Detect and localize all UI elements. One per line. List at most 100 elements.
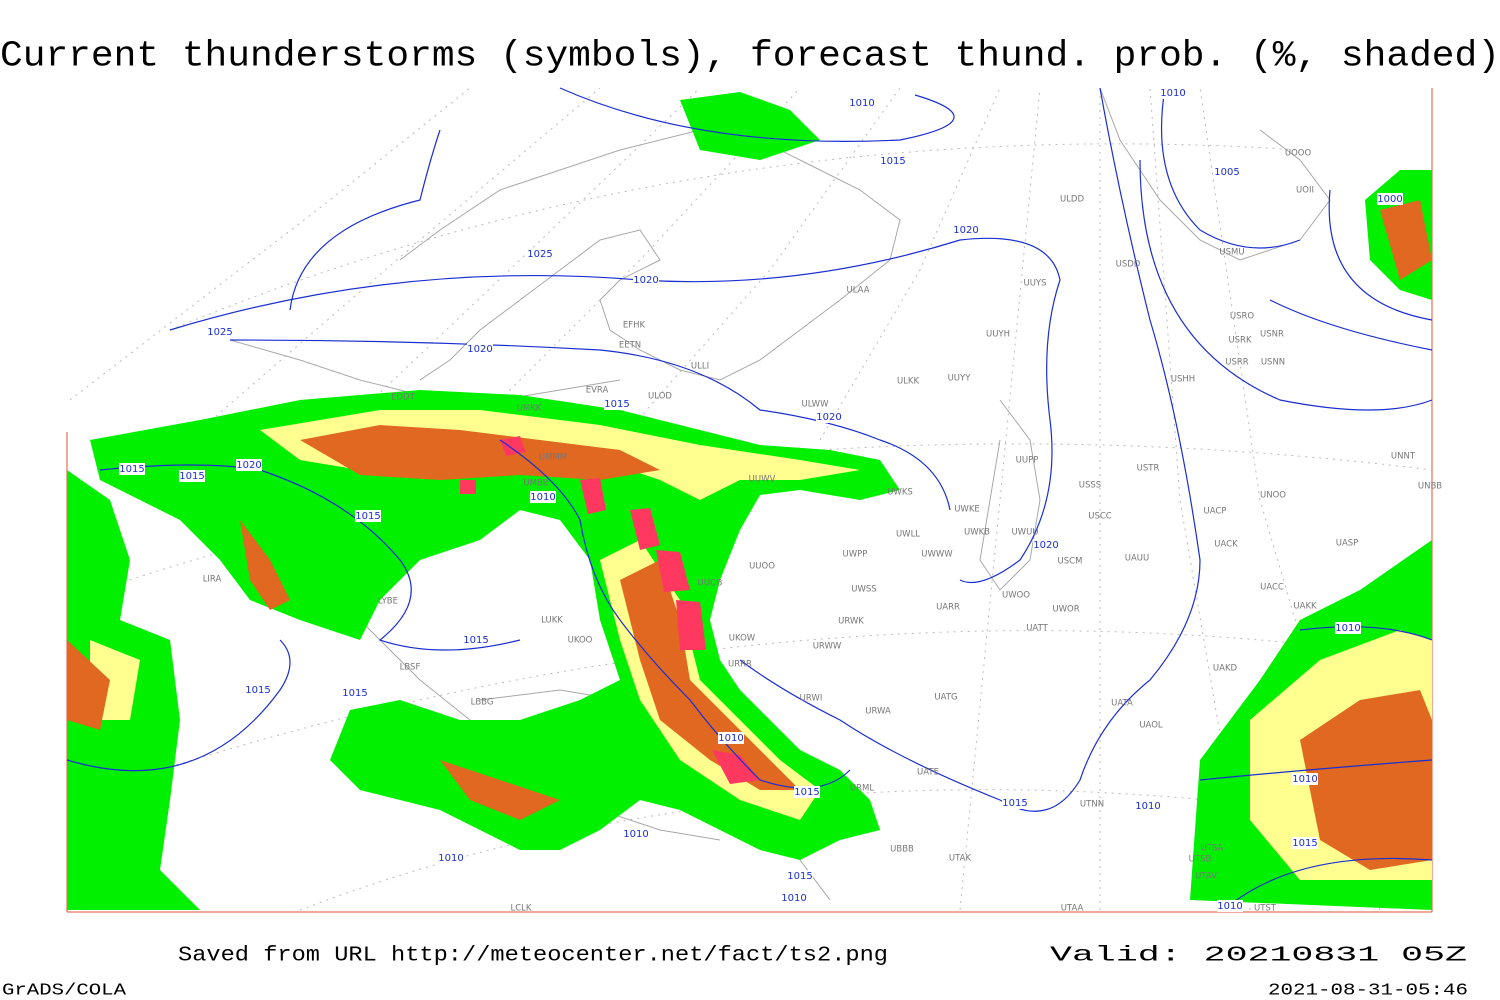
station-label: URWA bbox=[865, 707, 891, 717]
isobar-label: 1020 bbox=[633, 275, 658, 286]
valid-time: Valid: 20210831 05Z bbox=[1050, 945, 1467, 968]
isobar-label-bg bbox=[1217, 900, 1243, 912]
isobar-label: 1015 bbox=[179, 471, 204, 482]
station-label: UOOO bbox=[1285, 149, 1312, 159]
station-label: UWKE bbox=[954, 505, 980, 515]
isobar-label: 1015 bbox=[604, 399, 629, 410]
station-label: LUKK bbox=[541, 616, 563, 626]
station-label: UAKD bbox=[1213, 664, 1238, 674]
isobar bbox=[739, 87, 1433, 906]
station-label: UACK bbox=[1214, 540, 1238, 550]
station-label: UAKK bbox=[1293, 602, 1317, 612]
station-label: UKOW bbox=[729, 634, 756, 644]
station-label: LIRA bbox=[203, 575, 222, 585]
software-credit: GrADS/COLA bbox=[2, 981, 127, 1000]
station-label: UUYH bbox=[986, 330, 1010, 340]
station-label: USRR bbox=[1225, 358, 1249, 368]
station-label: LBSF bbox=[400, 663, 421, 673]
station-label: UWOO bbox=[1002, 591, 1030, 601]
station-label: ULDD bbox=[1060, 195, 1085, 205]
station-label: USCC bbox=[1088, 512, 1112, 522]
station-label: UWUU bbox=[1011, 528, 1038, 538]
station-label: ULOD bbox=[648, 392, 672, 402]
station-label: UWOR bbox=[1052, 605, 1079, 615]
isobar-label-bg bbox=[1033, 539, 1059, 551]
station-label: USCM bbox=[1058, 557, 1083, 567]
isobar-label-bg bbox=[527, 248, 553, 260]
title: Current thunderstorms (symbols), forecas… bbox=[0, 36, 1500, 77]
isobar-label: 1010 bbox=[623, 829, 648, 840]
isobar-label-bg bbox=[1335, 622, 1361, 634]
isobar-label: 1020 bbox=[467, 344, 492, 355]
station-label: ULKK bbox=[897, 377, 920, 387]
station-label: USRO bbox=[1230, 312, 1255, 322]
isobar-label: 1020 bbox=[1033, 540, 1058, 551]
isobar-label: 1015 bbox=[794, 787, 819, 798]
isobar-label-bg bbox=[467, 343, 493, 355]
isobar-label: 1010 bbox=[1217, 901, 1242, 912]
isobar-label: 1010 bbox=[438, 853, 463, 864]
station-label: UWWW bbox=[921, 550, 953, 560]
isobar bbox=[169, 87, 1433, 584]
isobar-label-bg bbox=[236, 459, 262, 471]
station-label: UTSA bbox=[1201, 844, 1224, 854]
isobar-label-bg bbox=[179, 470, 205, 482]
isobar-label: 1010 bbox=[781, 893, 806, 904]
station-label: USMU bbox=[1219, 248, 1244, 258]
isobar-label: 1010 bbox=[849, 98, 874, 109]
isobar-label-bg bbox=[633, 274, 659, 286]
isobar-label-bg bbox=[849, 97, 875, 109]
station-label: UTAA bbox=[1061, 904, 1084, 914]
station-label: USNN bbox=[1261, 358, 1285, 368]
station-label: URWW bbox=[813, 642, 842, 652]
station-label: UBBB bbox=[890, 845, 914, 855]
isobar-label-bg bbox=[245, 684, 271, 696]
station-label: EDDT bbox=[391, 393, 415, 403]
isobar-label: 1020 bbox=[236, 460, 261, 471]
isobar-label: 1020 bbox=[816, 412, 841, 423]
isobar-label: 1015 bbox=[342, 688, 367, 699]
station-label: UAUU bbox=[1125, 554, 1149, 564]
station-label: UNNT bbox=[1391, 452, 1416, 462]
isobar-label-bg bbox=[794, 786, 820, 798]
station-label: UASP bbox=[1336, 539, 1359, 549]
station-label: EVRA bbox=[586, 386, 609, 396]
isobar-label-bg bbox=[119, 463, 145, 475]
station-label: UWKB bbox=[964, 528, 990, 538]
isobar-label-bg bbox=[623, 828, 649, 840]
station-label: LYBE bbox=[378, 597, 398, 607]
station-label: UOII bbox=[1296, 186, 1314, 196]
isobar-label-bg bbox=[787, 870, 813, 882]
isobar-label: 1010 bbox=[1292, 774, 1317, 785]
isobar-label-bg bbox=[530, 491, 556, 503]
isobar-label: 1010 bbox=[1160, 88, 1185, 99]
station-label: UTST bbox=[1254, 904, 1277, 914]
station-label: UATG bbox=[934, 693, 957, 703]
isobar-label: 1015 bbox=[355, 511, 380, 522]
station-label: UWSS bbox=[851, 585, 876, 595]
isobar-label: 1025 bbox=[527, 249, 552, 260]
station-label: UATT bbox=[1026, 624, 1048, 634]
station-label: USSS bbox=[1079, 481, 1101, 491]
station-label: UTAV bbox=[1195, 872, 1217, 882]
station-label: UATA bbox=[1111, 699, 1133, 709]
station-label: URRR bbox=[728, 660, 752, 670]
station-label: UMMM bbox=[539, 453, 567, 463]
station-label: ULWW bbox=[802, 400, 830, 410]
station-label: UUOB bbox=[698, 579, 723, 589]
isobars bbox=[66, 87, 1433, 906]
isobar-label: 1015 bbox=[1002, 798, 1027, 809]
station-label: UNOO bbox=[1260, 491, 1286, 501]
station-label: LBBG bbox=[471, 698, 494, 708]
station-label: UKOO bbox=[568, 636, 593, 646]
isobar-label-bg bbox=[1292, 773, 1318, 785]
thunderstorm-symbols bbox=[460, 436, 760, 784]
station-label: UACC bbox=[1260, 583, 1284, 593]
station-label: USNR bbox=[1260, 330, 1284, 340]
timestamp: 2021-08-31-05:46 bbox=[1268, 981, 1468, 1000]
station-label: UATE bbox=[917, 768, 939, 778]
station-label: UWPP bbox=[843, 550, 868, 560]
source-url: Saved from URL http://meteocenter.net/fa… bbox=[178, 945, 888, 968]
isobar-label: 1025 bbox=[207, 327, 232, 338]
